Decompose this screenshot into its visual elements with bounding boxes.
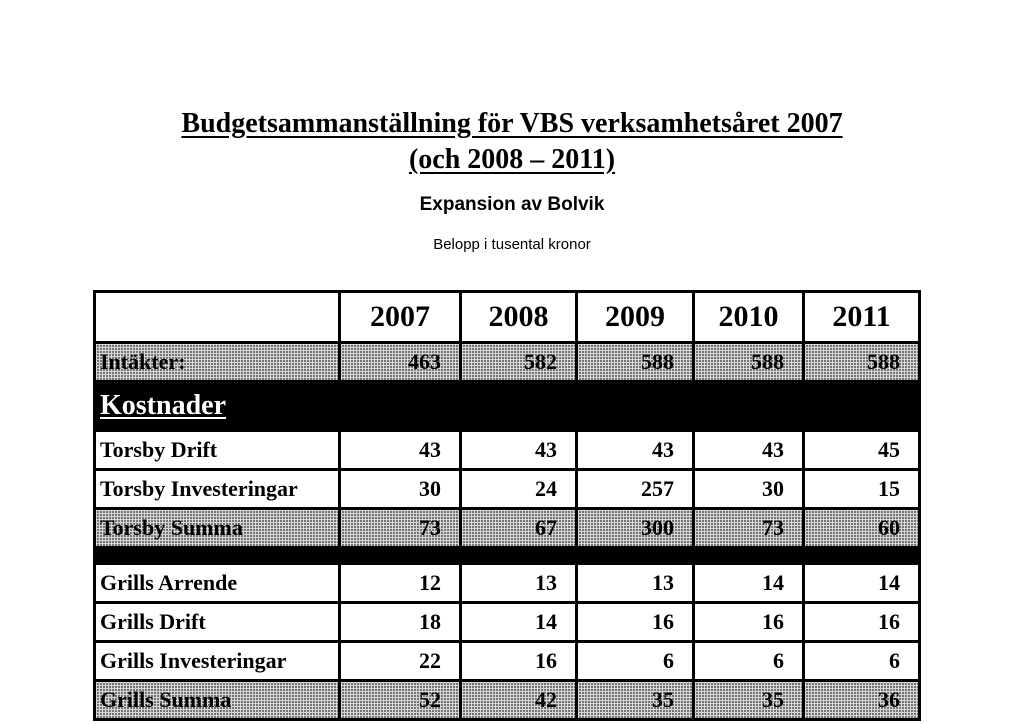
unit-note: Belopp i tusental kronor: [433, 236, 591, 253]
value-cell: 52: [338, 679, 462, 721]
value-cell: 16: [802, 601, 921, 643]
value-cell: 45: [802, 429, 921, 471]
value-cell: 16: [692, 601, 805, 643]
value-cell: 42: [459, 679, 578, 721]
value-cell: 463: [338, 341, 462, 383]
row-label: Grills Investeringar: [93, 640, 341, 682]
value-cell: 43: [692, 429, 805, 471]
value-cell: 300: [575, 507, 695, 549]
row-label: Torsby Investeringar: [93, 468, 341, 510]
value-cell: 24: [459, 468, 578, 510]
value-cell: 16: [459, 640, 578, 682]
grills-sum-row: Grills Summa 52 42 35 35 36: [93, 679, 921, 721]
row-label: Grills Summa: [93, 679, 341, 721]
value-cell: 588: [575, 341, 695, 383]
value-cell: 36: [802, 679, 921, 721]
value-cell: 43: [338, 429, 462, 471]
row-label: Intäkter:: [93, 341, 341, 383]
value-cell: 30: [692, 468, 805, 510]
value-cell: 22: [338, 640, 462, 682]
value-cell: 588: [692, 341, 805, 383]
separator-bar: [93, 546, 921, 565]
value-cell: 14: [802, 562, 921, 604]
row-label: Torsby Drift: [93, 429, 341, 471]
budget-table: 2007 2008 2009 2010 2011 Intäkter: 463 5…: [93, 290, 921, 721]
value-cell: 16: [575, 601, 695, 643]
value-cell: 6: [575, 640, 695, 682]
table-row: Grills Investeringar 22 16 6 6 6: [93, 640, 921, 682]
document-title: Budgetsammanställning för VBS verksamhet…: [181, 108, 843, 139]
year-header-2010: 2010: [692, 290, 805, 344]
value-cell: 6: [802, 640, 921, 682]
value-cell: 67: [459, 507, 578, 549]
year-header-2007: 2007: [338, 290, 462, 344]
value-cell: 14: [459, 601, 578, 643]
year-header-2011: 2011: [802, 290, 921, 344]
year-header-2009: 2009: [575, 290, 695, 344]
section-heading-label: Kostnader: [100, 390, 226, 421]
row-label: Grills Arrende: [93, 562, 341, 604]
value-cell: 582: [459, 341, 578, 383]
table-row: Torsby Drift 43 43 43 43 45: [93, 429, 921, 471]
value-cell: 73: [338, 507, 462, 549]
table-row: Grills Drift 18 14 16 16 16: [93, 601, 921, 643]
value-cell: 588: [802, 341, 921, 383]
value-cell: 35: [575, 679, 695, 721]
section-heading: Kostnader: [93, 380, 921, 432]
value-cell: 15: [802, 468, 921, 510]
value-cell: 12: [338, 562, 462, 604]
table-row: Torsby Investeringar 30 24 257 30 15: [93, 468, 921, 510]
kostnader-section-row: Kostnader: [93, 380, 921, 432]
document-subtitle: Expansion av Bolvik: [419, 194, 605, 215]
document-title-years: (och 2008 – 2011): [408, 144, 616, 175]
value-cell: 18: [338, 601, 462, 643]
intakter-row: Intäkter: 463 582 588 588 588: [93, 341, 921, 383]
torsby-sum-row: Torsby Summa 73 67 300 73 60: [93, 507, 921, 549]
value-cell: 43: [459, 429, 578, 471]
year-header-2008: 2008: [459, 290, 578, 344]
value-cell: 6: [692, 640, 805, 682]
value-cell: 14: [692, 562, 805, 604]
row-label: Grills Drift: [93, 601, 341, 643]
value-cell: 35: [692, 679, 805, 721]
header-row: 2007 2008 2009 2010 2011: [93, 290, 921, 344]
value-cell: 60: [802, 507, 921, 549]
value-cell: 43: [575, 429, 695, 471]
value-cell: 13: [575, 562, 695, 604]
row-label: Torsby Summa: [93, 507, 341, 549]
value-cell: 13: [459, 562, 578, 604]
value-cell: 257: [575, 468, 695, 510]
value-cell: 30: [338, 468, 462, 510]
separator-row: [93, 546, 921, 565]
value-cell: 73: [692, 507, 805, 549]
header-empty-cell: [93, 290, 341, 344]
table-row: Grills Arrende 12 13 13 14 14: [93, 562, 921, 604]
